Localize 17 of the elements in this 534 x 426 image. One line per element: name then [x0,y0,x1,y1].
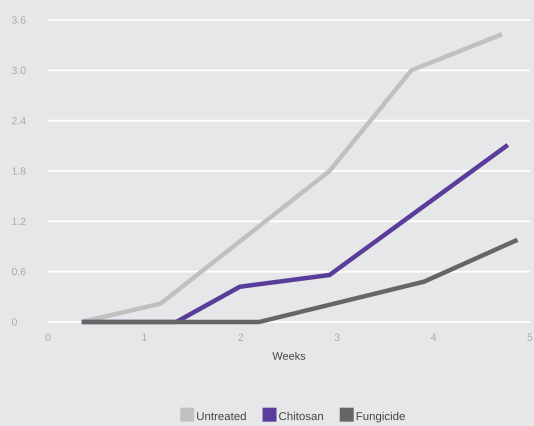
x-tick-label: 0 [45,334,50,341]
y-tick-label: 2.4 [12,117,26,124]
x-tick-label: 5 [528,334,532,341]
x-tick-label: 4 [430,334,436,341]
x-tick-label: 2 [238,334,244,341]
y-tick-label: 1.8 [12,167,26,175]
y-tick-label: 1.2 [12,218,26,225]
y-tick-label: 0.6 [12,268,26,276]
legend-label: Untreated [197,412,246,420]
y-tick-label: 0 [12,318,17,326]
x-tick-label: 1 [142,334,147,341]
y-tick-label: 3.6 [12,16,26,24]
y-tick-label: 3.0 [12,66,26,74]
legend-label: Chitosan [279,412,323,420]
x-axis-title: Weeks [272,352,306,360]
x-tick-label: 3 [334,334,340,341]
legend-label: Fungicide [356,412,405,422]
